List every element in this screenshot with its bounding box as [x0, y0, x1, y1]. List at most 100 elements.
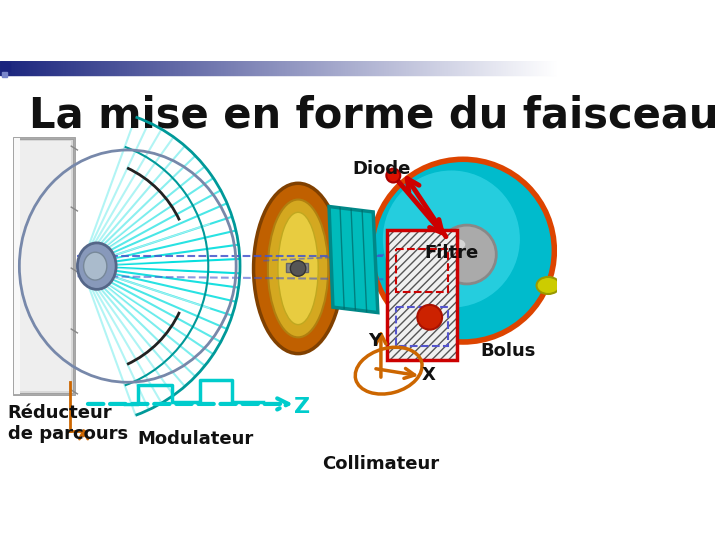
- Bar: [154, 61, 155, 75]
- Bar: [135, 61, 136, 75]
- Bar: [415, 61, 417, 75]
- Bar: [353, 61, 354, 75]
- Bar: [362, 61, 363, 75]
- Bar: [140, 61, 141, 75]
- Bar: [438, 61, 439, 75]
- Bar: [487, 61, 489, 75]
- Bar: [493, 61, 494, 75]
- Bar: [81, 61, 82, 75]
- Bar: [514, 61, 515, 75]
- Bar: [367, 61, 368, 75]
- Bar: [356, 61, 357, 75]
- Bar: [352, 61, 353, 75]
- Bar: [450, 61, 451, 75]
- Bar: [400, 61, 401, 75]
- Bar: [366, 61, 367, 75]
- Bar: [156, 61, 157, 75]
- Bar: [394, 61, 395, 75]
- Bar: [271, 61, 273, 75]
- Bar: [39, 61, 40, 75]
- Bar: [240, 61, 241, 75]
- Bar: [455, 61, 456, 75]
- Bar: [511, 61, 512, 75]
- Bar: [75, 61, 76, 75]
- Bar: [121, 61, 122, 75]
- Bar: [203, 61, 204, 75]
- Bar: [124, 61, 125, 75]
- Bar: [387, 230, 456, 360]
- Bar: [518, 61, 520, 75]
- Text: Collimateur: Collimateur: [323, 455, 439, 472]
- Bar: [462, 61, 463, 75]
- Bar: [407, 61, 408, 75]
- Bar: [331, 61, 332, 75]
- Text: Diode: Diode: [352, 160, 410, 178]
- Bar: [94, 61, 95, 75]
- Text: X: X: [422, 366, 436, 383]
- Bar: [191, 61, 192, 75]
- Bar: [504, 61, 505, 75]
- Bar: [318, 61, 319, 75]
- Bar: [402, 61, 403, 75]
- Bar: [99, 61, 100, 75]
- Bar: [195, 61, 196, 75]
- Bar: [193, 61, 194, 75]
- Bar: [397, 307, 448, 346]
- Bar: [17, 61, 18, 75]
- Bar: [278, 61, 279, 75]
- Bar: [317, 61, 318, 75]
- Bar: [545, 61, 546, 75]
- Bar: [236, 61, 237, 75]
- Bar: [304, 61, 305, 75]
- Bar: [436, 61, 438, 75]
- Bar: [17, 141, 71, 391]
- Bar: [525, 61, 526, 75]
- Bar: [230, 61, 232, 75]
- Bar: [218, 61, 219, 75]
- Bar: [212, 61, 213, 75]
- Bar: [176, 61, 177, 75]
- Circle shape: [290, 261, 306, 276]
- Bar: [321, 61, 322, 75]
- Bar: [291, 61, 292, 75]
- Bar: [194, 61, 195, 75]
- Bar: [153, 61, 154, 75]
- Bar: [91, 61, 92, 75]
- Bar: [387, 230, 456, 360]
- Bar: [549, 61, 551, 75]
- Bar: [12, 61, 13, 75]
- Bar: [60, 61, 61, 75]
- Bar: [398, 61, 399, 75]
- Bar: [233, 61, 234, 75]
- Bar: [492, 61, 493, 75]
- Bar: [206, 61, 207, 75]
- Bar: [249, 61, 250, 75]
- Bar: [0, 61, 1, 75]
- Bar: [496, 61, 497, 75]
- Bar: [534, 61, 535, 75]
- Bar: [199, 61, 201, 75]
- Bar: [40, 61, 41, 75]
- Bar: [458, 61, 459, 75]
- Bar: [265, 61, 266, 75]
- Bar: [239, 61, 240, 75]
- Bar: [441, 61, 442, 75]
- Bar: [269, 61, 270, 75]
- Bar: [289, 61, 290, 75]
- Bar: [497, 61, 498, 75]
- Bar: [298, 61, 299, 75]
- Bar: [377, 61, 378, 75]
- Bar: [434, 61, 435, 75]
- Bar: [373, 61, 374, 75]
- Bar: [357, 61, 358, 75]
- Bar: [80, 61, 81, 75]
- Bar: [93, 61, 94, 75]
- Bar: [327, 61, 328, 75]
- Bar: [451, 61, 452, 75]
- Bar: [66, 61, 68, 75]
- Bar: [245, 61, 246, 75]
- Bar: [120, 61, 121, 75]
- Bar: [277, 61, 278, 75]
- Bar: [143, 61, 144, 75]
- Ellipse shape: [536, 277, 559, 294]
